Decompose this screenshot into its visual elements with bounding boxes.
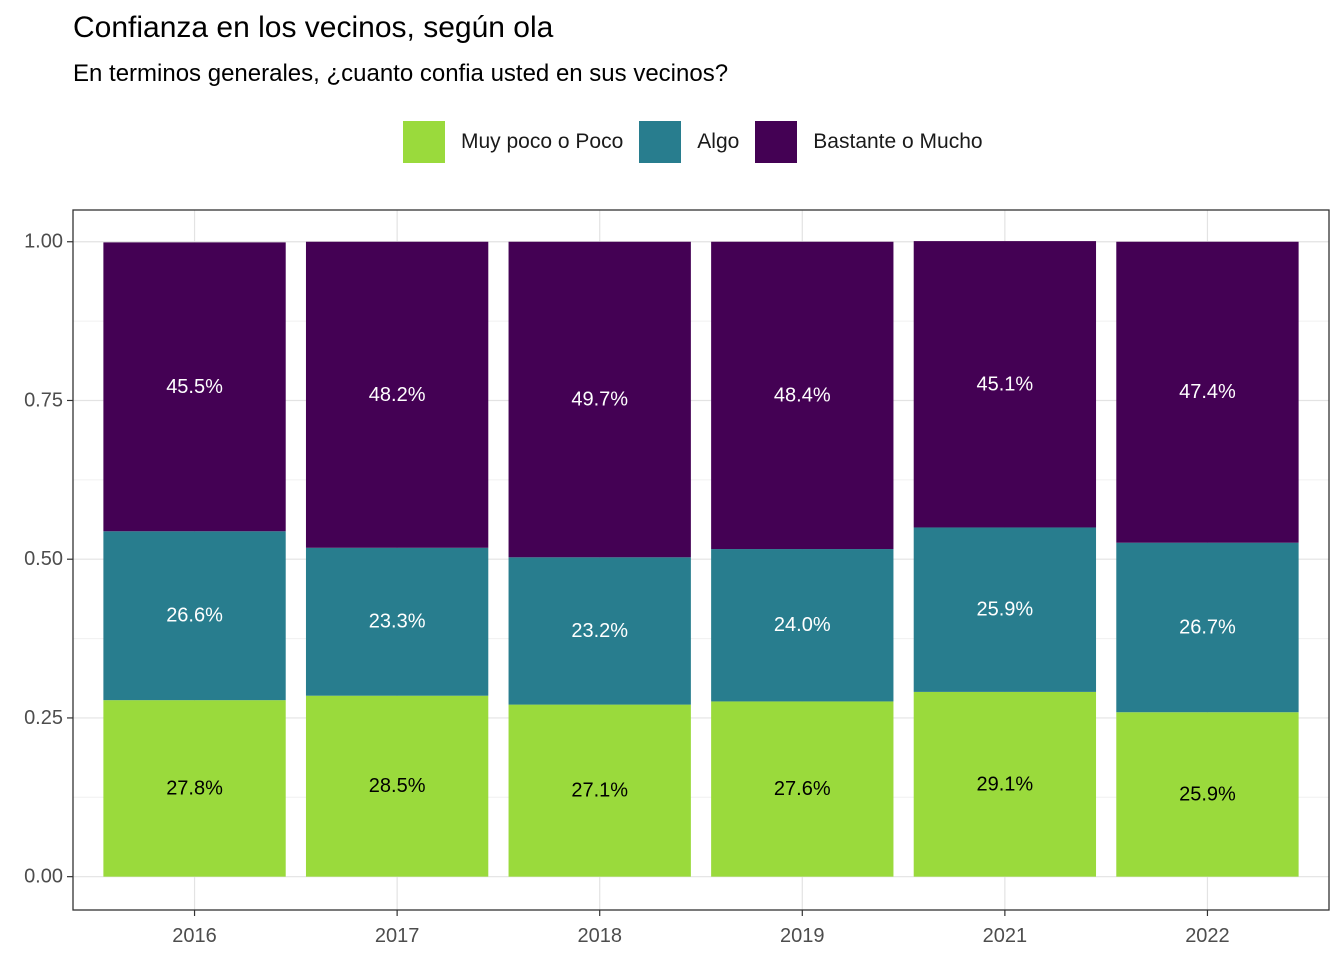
legend-key-bastante — [755, 121, 798, 163]
bar-segment — [711, 241, 894, 550]
legend-label-muy-poco: Muy poco o Poco — [461, 130, 624, 153]
bar-segment — [305, 695, 489, 877]
bar-value-label: 27.6% — [774, 778, 831, 800]
y-tick-label: 0.50 — [24, 548, 63, 570]
bar-value-label: 47.4% — [1179, 381, 1236, 403]
bar-segment — [711, 549, 894, 702]
bar-value-label: 27.8% — [166, 777, 223, 799]
bar-value-label: 45.1% — [977, 373, 1034, 395]
bar-value-label: 26.6% — [166, 605, 223, 627]
chart-subtitle: En terminos generales, ¿cuanto confia us… — [73, 60, 729, 87]
y-tick-label: 0.75 — [24, 389, 63, 411]
legend-item-algo: Algo — [639, 121, 739, 163]
bar-segment — [508, 241, 691, 558]
panel-border — [72, 209, 1330, 911]
x-tick-label: 2016 — [172, 925, 217, 947]
y-tick-label: 0.00 — [24, 866, 63, 888]
bar-segment — [508, 704, 691, 877]
bar-segment — [103, 700, 286, 877]
bar-segment — [305, 241, 489, 548]
legend-label-bastante: Bastante o Mucho — [813, 130, 983, 153]
x-tick-label: 2021 — [983, 925, 1028, 947]
bar-segment — [1116, 241, 1299, 543]
bar-value-label: 23.2% — [571, 620, 628, 642]
bar-segment — [1116, 712, 1299, 877]
y-tick-label: 0.25 — [24, 707, 63, 729]
bar-value-label: 25.9% — [977, 599, 1034, 621]
chart-title: Confianza en los vecinos, según ola — [73, 11, 554, 44]
bar-segment — [103, 531, 286, 701]
bar-segment — [711, 701, 894, 877]
x-tick-label: 2018 — [577, 925, 622, 947]
bar-value-label: 45.5% — [166, 376, 223, 398]
bar-segment — [913, 241, 1097, 528]
bar-value-label: 25.9% — [1179, 783, 1236, 805]
bar-value-label: 48.2% — [369, 384, 426, 406]
bar-segment — [913, 691, 1097, 877]
bar-segment — [508, 557, 691, 705]
bar-value-label: 23.3% — [369, 611, 426, 633]
legend-key-algo — [639, 121, 682, 163]
bar-value-label: 49.7% — [571, 389, 628, 411]
x-tick-label: 2017 — [375, 925, 420, 947]
bar-segment — [913, 527, 1097, 692]
x-tick-label: 2022 — [1185, 925, 1230, 947]
bar-value-label: 29.1% — [977, 773, 1034, 795]
bar-segment — [305, 547, 489, 696]
bar-segment — [1116, 542, 1299, 713]
legend: Muy poco o Poco Algo Bastante o Mucho — [403, 121, 999, 163]
bar-value-label: 27.1% — [571, 780, 628, 802]
legend-label-algo: Algo — [697, 130, 740, 153]
bar-value-label: 24.0% — [774, 614, 831, 636]
legend-item-muy-poco: Muy poco o Poco — [403, 121, 623, 163]
bar-value-label: 28.5% — [369, 775, 426, 797]
bar-value-label: 26.7% — [1179, 616, 1236, 638]
bar-segment — [103, 242, 286, 532]
x-tick-label: 2019 — [780, 925, 825, 947]
y-tick-label: 1.00 — [24, 231, 63, 253]
legend-key-muy-poco — [403, 121, 445, 163]
bar-value-label: 48.4% — [774, 384, 831, 406]
legend-item-bastante: Bastante o Mucho — [755, 121, 983, 163]
